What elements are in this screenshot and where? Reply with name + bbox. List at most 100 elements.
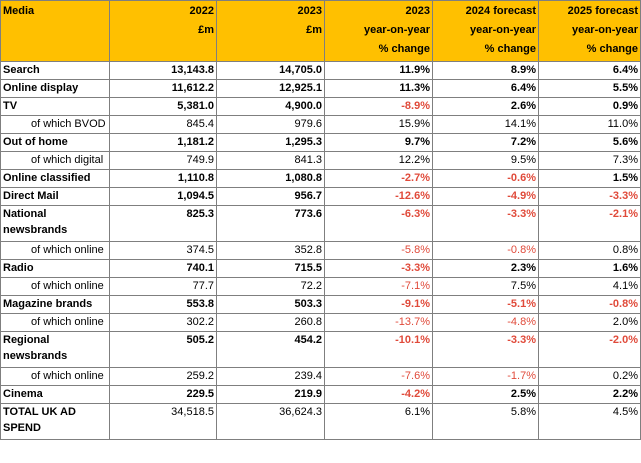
row-label: Cinema bbox=[0, 385, 110, 404]
header-2023: 2023 £m bbox=[216, 0, 325, 62]
row-label: of which online bbox=[0, 241, 110, 260]
cell-c2023: 12.2% bbox=[324, 151, 433, 170]
table-row: Magazine brands 553.8 503.3 -9.1% -5.1% -0.8% bbox=[0, 295, 641, 314]
cell-c2024: -5.1% bbox=[432, 295, 539, 314]
cell-v2022: 302.2 bbox=[109, 313, 217, 332]
cell-v2023: 841.3 bbox=[216, 151, 325, 170]
table-row: of which online 77.7 72.2 -7.1% 7.5% 4.1% bbox=[0, 277, 641, 296]
ad-spend-table: Media 2022 £m 2023 £m 2023 year-on-year … bbox=[0, 0, 641, 440]
header-2022-line2: £m bbox=[198, 24, 214, 36]
cell-v2023: 503.3 bbox=[216, 295, 325, 314]
cell-v2023: 260.8 bbox=[216, 313, 325, 332]
cell-v2023: 956.7 bbox=[216, 187, 325, 206]
table-row: of which online 259.2 239.4 -7.6% -1.7% 0.2% bbox=[0, 367, 641, 386]
header-2023-change-line2: year-on-year bbox=[363, 24, 430, 36]
cell-v2023: 979.6 bbox=[216, 115, 325, 134]
table-row: of which digital 749.9 841.3 12.2% 9.5% 7.3% bbox=[0, 151, 641, 170]
cell-c2025: 0.2% bbox=[538, 367, 641, 386]
cell-c2025: 2.0% bbox=[538, 313, 641, 332]
row-label: Radio bbox=[0, 259, 110, 278]
cell-v2023: 715.5 bbox=[216, 259, 325, 278]
cell-v2023: 1,080.8 bbox=[216, 169, 325, 188]
cell-c2023: -8.9% bbox=[324, 97, 433, 116]
header-2023-line2: £m bbox=[306, 24, 322, 36]
cell-c2025: -2.0% bbox=[538, 331, 641, 368]
cell-c2024: -1.7% bbox=[432, 367, 539, 386]
cell-c2023: -9.1% bbox=[324, 295, 433, 314]
row-label: of which online bbox=[0, 367, 110, 386]
cell-v2023: 36,624.3 bbox=[216, 403, 325, 440]
row-label: of which online bbox=[0, 313, 110, 332]
header-2025-line3: % change bbox=[586, 43, 638, 55]
cell-c2024: -3.3% bbox=[432, 331, 539, 368]
cell-c2024: 8.9% bbox=[432, 61, 539, 80]
header-2024-line1: 2024 forecast bbox=[465, 5, 536, 17]
cell-v2022: 553.8 bbox=[109, 295, 217, 314]
cell-c2024: 2.6% bbox=[432, 97, 539, 116]
header-2023-change: 2023 year-on-year % change bbox=[324, 0, 433, 62]
cell-c2025: 5.6% bbox=[538, 133, 641, 152]
cell-c2025: 5.5% bbox=[538, 79, 641, 98]
cell-v2023: 1,295.3 bbox=[216, 133, 325, 152]
cell-v2022: 5,381.0 bbox=[109, 97, 217, 116]
cell-v2022: 505.2 bbox=[109, 331, 217, 368]
table-row: Radio 740.1 715.5 -3.3% 2.3% 1.6% bbox=[0, 259, 641, 278]
cell-c2025: 6.4% bbox=[538, 61, 641, 80]
cell-c2025: 1.6% bbox=[538, 259, 641, 278]
header-2023-change-line3: % change bbox=[378, 43, 430, 55]
row-label: Search bbox=[0, 61, 110, 80]
row-label: Magazine brands bbox=[0, 295, 110, 314]
cell-v2022: 1,110.8 bbox=[109, 169, 217, 188]
cell-c2023: -6.3% bbox=[324, 205, 433, 242]
cell-v2022: 13,143.8 bbox=[109, 61, 217, 80]
cell-c2023: -3.3% bbox=[324, 259, 433, 278]
cell-c2023: -13.7% bbox=[324, 313, 433, 332]
cell-v2022: 845.4 bbox=[109, 115, 217, 134]
header-media: Media bbox=[0, 0, 110, 62]
row-label: of which BVOD bbox=[0, 115, 110, 134]
cell-c2023: -7.6% bbox=[324, 367, 433, 386]
cell-v2023: 14,705.0 bbox=[216, 61, 325, 80]
cell-v2022: 374.5 bbox=[109, 241, 217, 260]
cell-c2023: -7.1% bbox=[324, 277, 433, 296]
cell-v2022: 229.5 bbox=[109, 385, 217, 404]
cell-v2023: 12,925.1 bbox=[216, 79, 325, 98]
cell-c2024: 7.2% bbox=[432, 133, 539, 152]
cell-c2024: 9.5% bbox=[432, 151, 539, 170]
cell-c2025: 2.2% bbox=[538, 385, 641, 404]
row-label: TOTAL UK AD SPEND bbox=[0, 403, 110, 440]
table-row: of which online 374.5 352.8 -5.8% -0.8% 0.8% bbox=[0, 241, 641, 260]
cell-c2024: -0.8% bbox=[432, 241, 539, 260]
cell-v2023: 454.2 bbox=[216, 331, 325, 368]
cell-v2022: 77.7 bbox=[109, 277, 217, 296]
table-row: Search 13,143.8 14,705.0 11.9% 8.9% 6.4% bbox=[0, 61, 641, 80]
table-row: Cinema 229.5 219.9 -4.2% 2.5% 2.2% bbox=[0, 385, 641, 404]
table-row: TOTAL UK AD SPEND 34,518.5 36,624.3 6.1% 5.8… bbox=[0, 403, 641, 440]
header-2024-forecast: 2024 forecast year-on-year % change bbox=[432, 0, 539, 62]
header-2025-line2: year-on-year bbox=[571, 24, 638, 36]
cell-c2024: -3.3% bbox=[432, 205, 539, 242]
cell-c2025: -3.3% bbox=[538, 187, 641, 206]
cell-v2022: 11,612.2 bbox=[109, 79, 217, 98]
cell-c2023: -2.7% bbox=[324, 169, 433, 188]
row-label: of which digital bbox=[0, 151, 110, 170]
cell-v2023: 773.6 bbox=[216, 205, 325, 242]
header-2025-line1: 2025 forecast bbox=[567, 5, 638, 17]
row-label: TV bbox=[0, 97, 110, 116]
cell-v2022: 1,181.2 bbox=[109, 133, 217, 152]
table-body: Search 13,143.8 14,705.0 11.9% 8.9% 6.4% Onlin… bbox=[0, 61, 641, 440]
cell-c2025: 7.3% bbox=[538, 151, 641, 170]
cell-c2024: 6.4% bbox=[432, 79, 539, 98]
row-label: National newsbrands bbox=[0, 205, 110, 242]
header-media-label: Media bbox=[3, 5, 35, 17]
cell-c2023: -4.2% bbox=[324, 385, 433, 404]
cell-v2022: 749.9 bbox=[109, 151, 217, 170]
row-label: Out of home bbox=[0, 133, 110, 152]
cell-c2023: 11.9% bbox=[324, 61, 433, 80]
table-row: Online display 11,612.2 12,925.1 11.3% 6.4% 5… bbox=[0, 79, 641, 98]
cell-c2025: 4.5% bbox=[538, 403, 641, 440]
cell-c2024: -4.8% bbox=[432, 313, 539, 332]
cell-c2025: 11.0% bbox=[538, 115, 641, 134]
table-row: TV 5,381.0 4,900.0 -8.9% 2.6% 0.9% bbox=[0, 97, 641, 116]
row-label: Direct Mail bbox=[0, 187, 110, 206]
